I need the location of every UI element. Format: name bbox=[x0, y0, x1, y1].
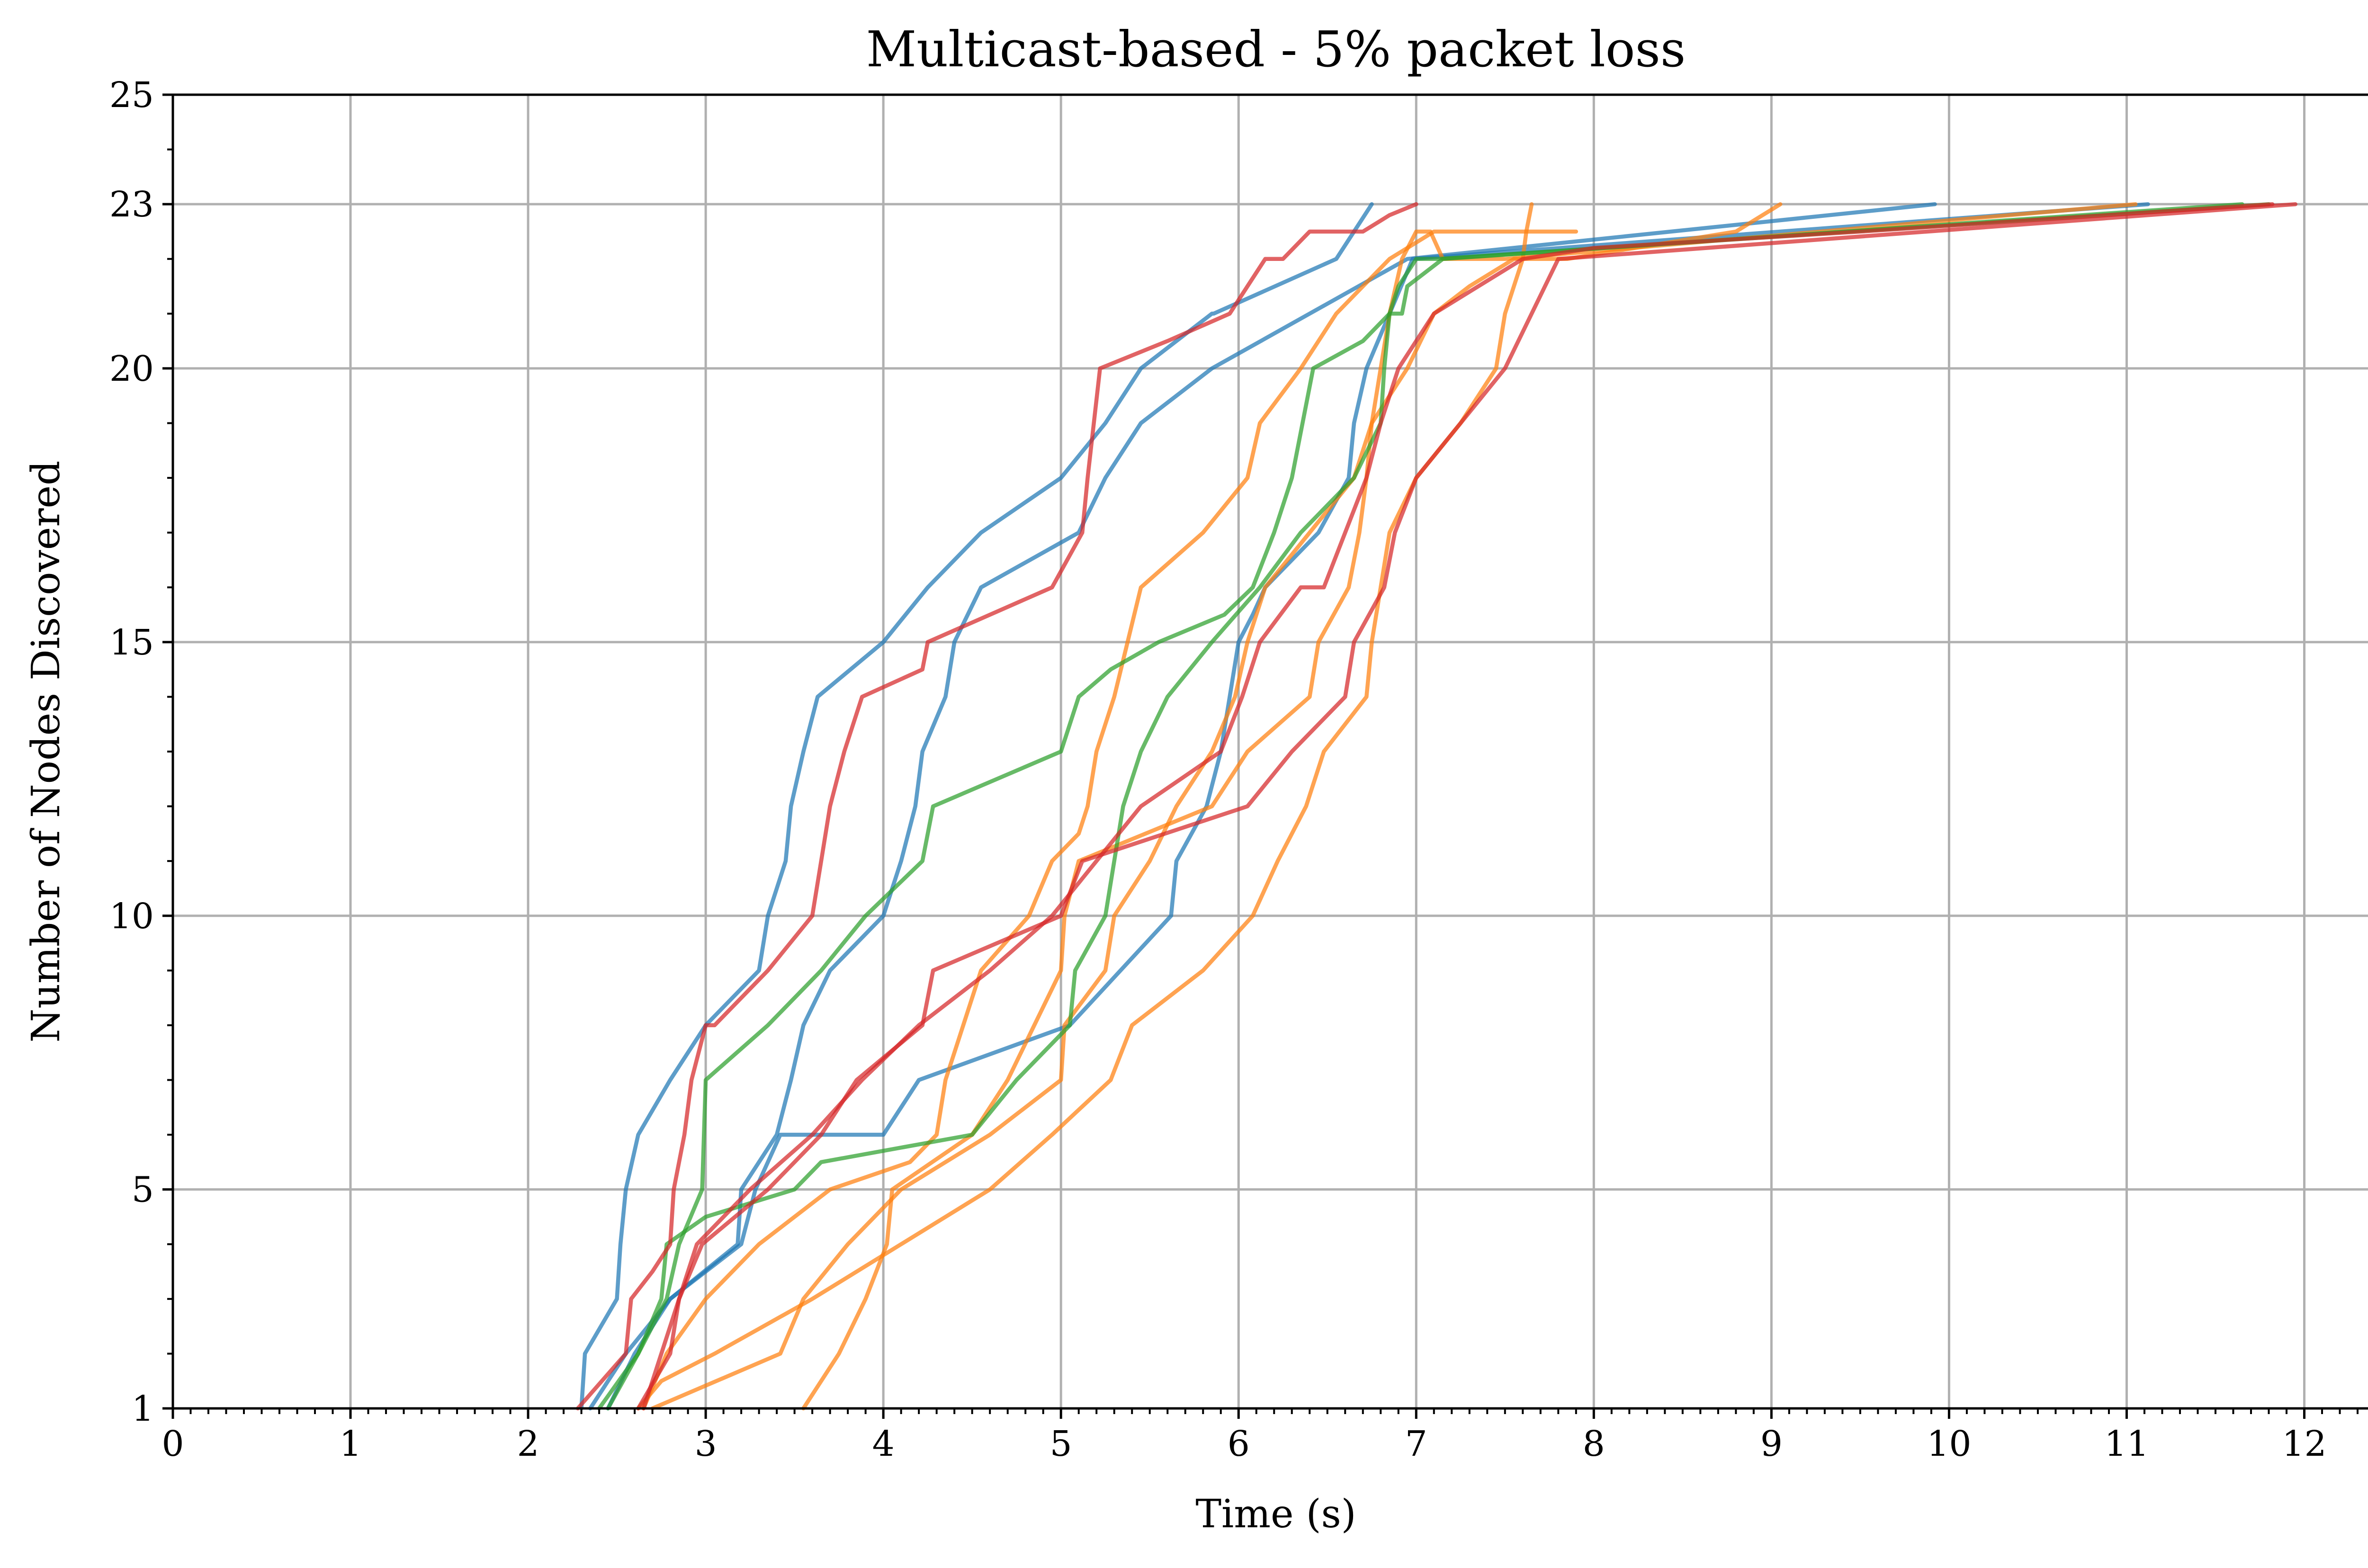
x-tick-label: 5 bbox=[1050, 1424, 1072, 1464]
x-tick-label: 6 bbox=[1228, 1424, 1250, 1464]
x-tick-label: 4 bbox=[872, 1424, 895, 1464]
x-tick-label: 9 bbox=[1760, 1424, 1783, 1464]
x-tick-label: 7 bbox=[1405, 1424, 1427, 1464]
plot-frame bbox=[171, 93, 2368, 1410]
series-line-7 bbox=[636, 202, 1534, 1411]
series-line-3 bbox=[588, 202, 2150, 1411]
series-line-2 bbox=[606, 202, 1937, 1411]
y-tick-label: 1 bbox=[132, 1389, 154, 1429]
chart-title: Multicast-based - 5% packet loss bbox=[866, 20, 1686, 78]
series-line-8 bbox=[597, 202, 2244, 1411]
series-line-12 bbox=[636, 202, 2275, 1411]
y-axis-label: Number of Nodes Discovered bbox=[24, 460, 69, 1042]
series-line-6 bbox=[641, 229, 1579, 1411]
series-group bbox=[575, 202, 2297, 1411]
x-tick-label: 0 bbox=[161, 1424, 184, 1464]
x-tick-label: 12 bbox=[2282, 1424, 2326, 1464]
y-tick-label: 15 bbox=[109, 622, 154, 663]
series-line-1 bbox=[579, 202, 1374, 1411]
x-tick-label: 3 bbox=[695, 1424, 717, 1464]
x-tick-label: 11 bbox=[2104, 1424, 2149, 1464]
x-tick-label: 8 bbox=[1583, 1424, 1605, 1464]
y-tick-label: 20 bbox=[109, 349, 154, 389]
series-line-5 bbox=[801, 202, 2138, 1411]
y-tick-label: 10 bbox=[109, 896, 154, 937]
x-axis-label: Time (s) bbox=[1195, 1492, 1356, 1537]
x-tick-label: 1 bbox=[339, 1424, 361, 1464]
series-line-11 bbox=[641, 202, 2297, 1411]
series-line-4 bbox=[650, 202, 1783, 1411]
series-line-10 bbox=[575, 202, 1418, 1411]
series-line-9 bbox=[606, 202, 2271, 1411]
y-tick-label: 5 bbox=[132, 1170, 154, 1210]
x-tick-label: 10 bbox=[1927, 1424, 1971, 1464]
y-tick-label: 25 bbox=[109, 75, 154, 116]
y-tick-label: 23 bbox=[109, 184, 154, 225]
x-tick-label: 2 bbox=[517, 1424, 539, 1464]
